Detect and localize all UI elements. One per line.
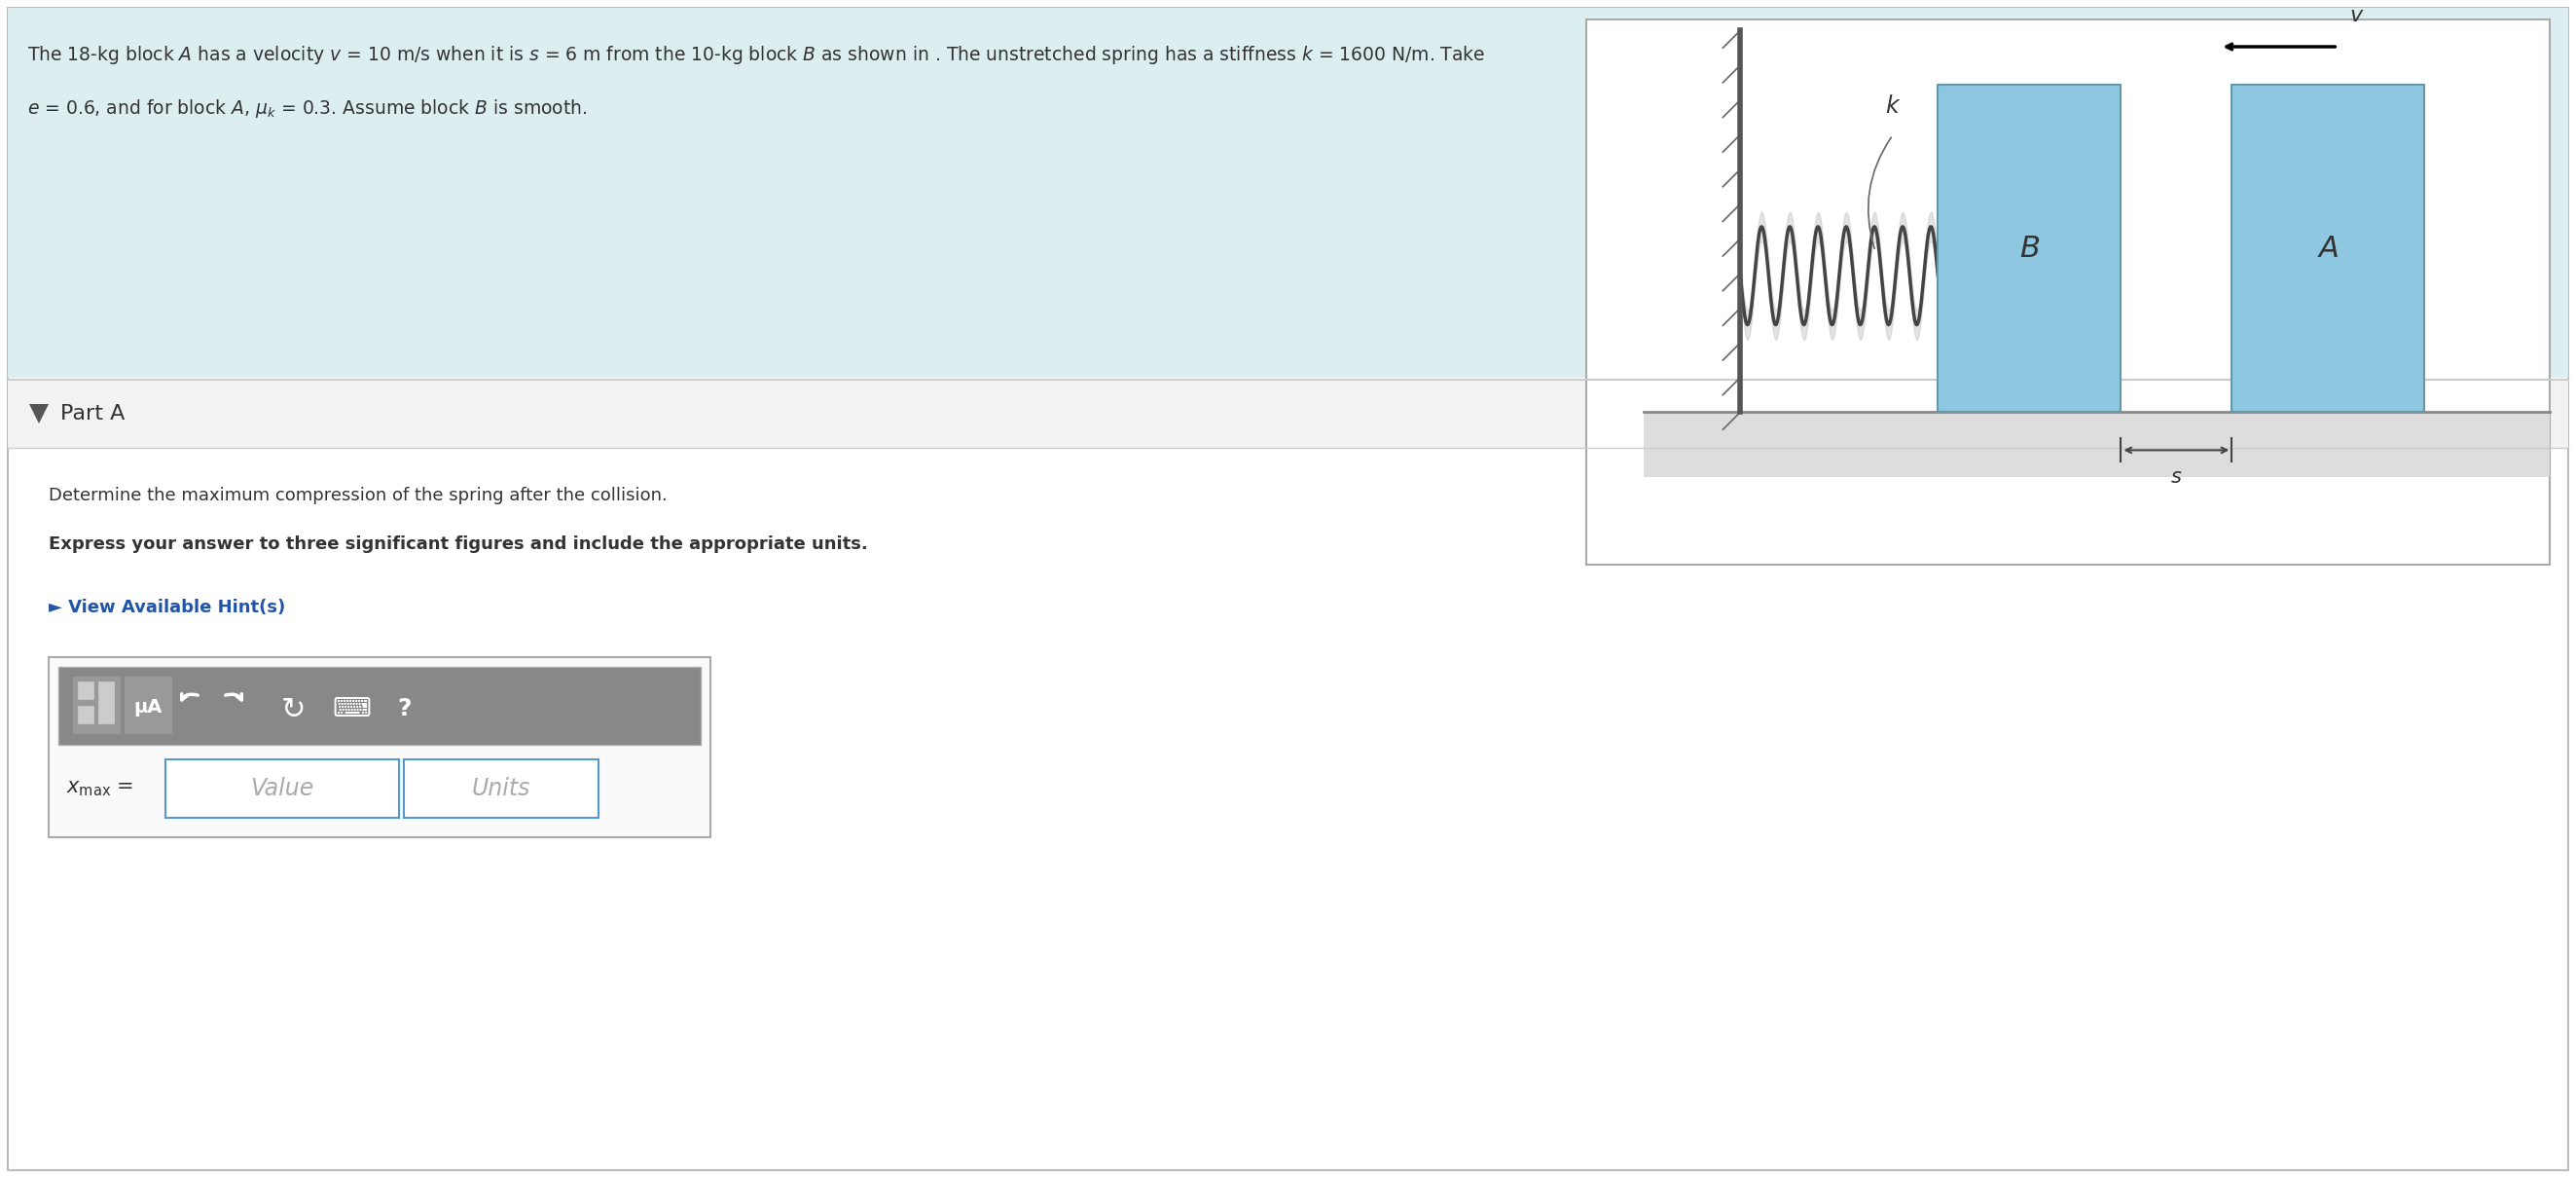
Text: $A$: $A$ xyxy=(2318,234,2339,263)
Bar xyxy=(1587,20,2550,564)
Bar xyxy=(8,8,2568,378)
Bar xyxy=(404,760,598,818)
Text: ?: ? xyxy=(397,697,412,721)
Text: Determine the maximum compression of the spring after the collision.: Determine the maximum compression of the… xyxy=(49,487,667,504)
Polygon shape xyxy=(28,404,49,424)
Bar xyxy=(1643,412,2550,477)
Bar xyxy=(8,379,2568,448)
Bar xyxy=(98,682,113,723)
Text: $x_{\mathrm{max}}$ =: $x_{\mathrm{max}}$ = xyxy=(67,779,134,799)
Text: The 18-kg block $A$ has a velocity $v$ = 10 m/s when it is $s$ = 6 m from the 10: The 18-kg block $A$ has a velocity $v$ =… xyxy=(28,44,1486,66)
Text: $v$: $v$ xyxy=(2349,6,2365,25)
Text: μA: μA xyxy=(134,697,162,716)
Text: $s$: $s$ xyxy=(2172,468,2182,488)
Text: ► View Available Hint(s): ► View Available Hint(s) xyxy=(49,598,286,616)
Bar xyxy=(77,706,93,723)
Text: $B$: $B$ xyxy=(2020,234,2040,263)
Bar xyxy=(77,682,93,699)
Text: Part A: Part A xyxy=(59,404,124,424)
Text: Units: Units xyxy=(471,777,531,800)
Text: Value: Value xyxy=(250,777,314,800)
Bar xyxy=(124,676,170,733)
Text: ⌨: ⌨ xyxy=(332,695,371,722)
Bar xyxy=(165,760,399,818)
Text: Express your answer to three significant figures and include the appropriate uni: Express your answer to three significant… xyxy=(49,536,868,552)
Bar xyxy=(72,676,118,733)
Bar xyxy=(59,667,701,744)
Text: ↻: ↻ xyxy=(281,696,307,724)
Text: $e$ = 0.6, and for block $A$, $\mu_k$ = 0.3. Assume block $B$ is smooth.: $e$ = 0.6, and for block $A$, $\mu_k$ = … xyxy=(28,98,587,120)
Bar xyxy=(2231,85,2424,412)
Bar xyxy=(49,657,711,838)
Text: $k$: $k$ xyxy=(1886,94,1901,118)
Bar xyxy=(1937,85,2120,412)
